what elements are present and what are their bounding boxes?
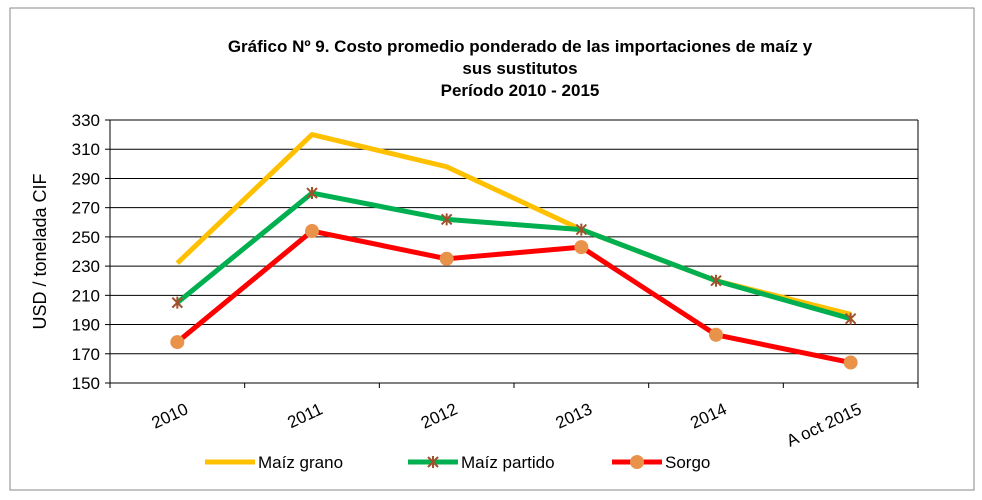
point [439, 251, 454, 266]
y-tick-label: 270 [72, 199, 100, 218]
point [844, 312, 857, 325]
chart-title: sus sustitutos [462, 59, 577, 78]
legend-marker [630, 455, 644, 469]
y-tick-label: 170 [72, 345, 100, 364]
chart-title: Gráfico Nº 9. Costo promedio ponderado d… [228, 37, 813, 56]
point [306, 187, 318, 200]
legend-marker [427, 456, 439, 468]
point [305, 224, 319, 239]
chart-title: Período 2010 - 2015 [441, 81, 600, 100]
legend-label: Maíz partido [461, 453, 555, 472]
point [440, 213, 453, 226]
chart-frame [9, 7, 975, 491]
point [710, 274, 722, 287]
point [843, 355, 858, 370]
y-axis-label: USD / tonelada CIF [30, 173, 50, 329]
y-tick-label: 150 [72, 374, 100, 393]
y-tick-label: 190 [72, 316, 100, 335]
legend-label: Sorgo [665, 453, 710, 472]
series-line [175, 190, 852, 322]
y-tick-label: 330 [72, 111, 100, 130]
point [170, 335, 185, 350]
y-tick-label: 290 [72, 169, 100, 188]
point [574, 240, 589, 255]
point [709, 327, 723, 342]
y-tick-label: 310 [72, 140, 100, 159]
point [575, 223, 588, 236]
legend-label: Maíz grano [258, 453, 343, 472]
y-tick-label: 210 [72, 286, 100, 305]
point [171, 296, 184, 309]
series-line [175, 228, 852, 365]
y-tick-label: 230 [72, 257, 100, 276]
y-tick-label: 250 [72, 228, 100, 247]
